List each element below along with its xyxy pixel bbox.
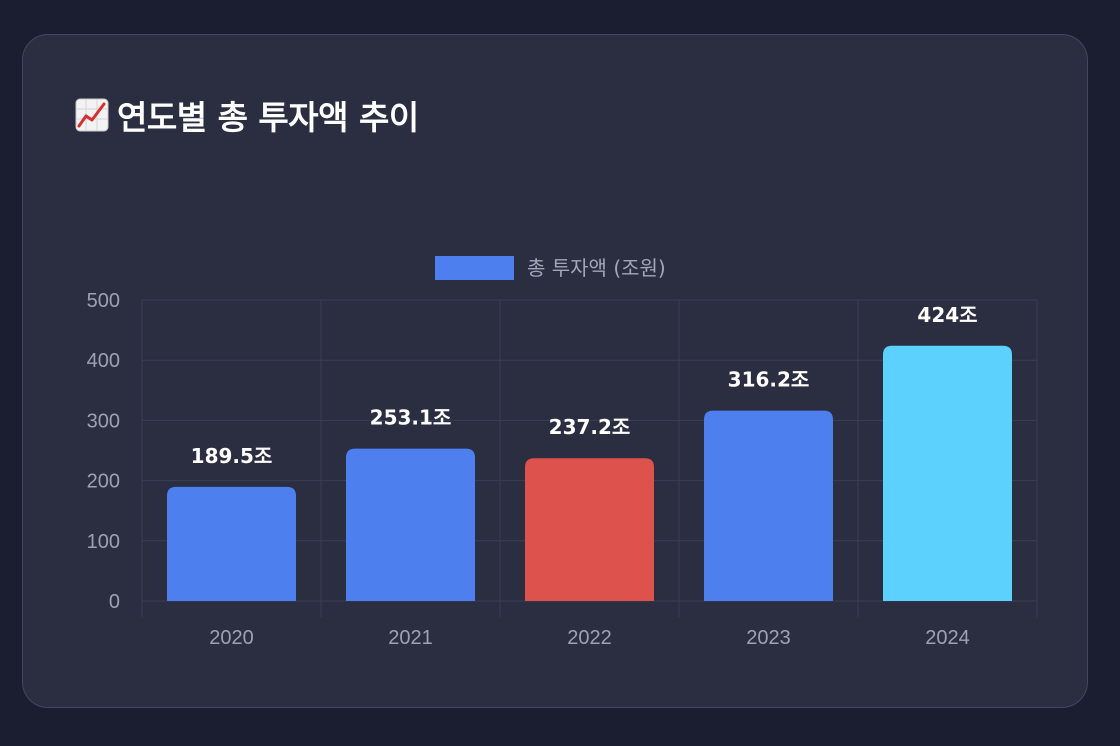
chart-title-text: 연도별 총 투자액 추이: [117, 98, 419, 137]
y-tick-label: 100: [87, 531, 120, 553]
legend-layer: 총 투자액 (조원): [435, 256, 666, 280]
data-label-2021: 253.1조: [370, 406, 452, 430]
data-label-2020: 189.5조: [191, 444, 273, 468]
x-tick-label-2023: 2023: [746, 627, 791, 649]
y-tick-label: 0: [109, 591, 120, 613]
bar-2020: [167, 486, 296, 601]
legend-swatch: [435, 256, 514, 280]
bar-2023: [704, 410, 833, 601]
bar-2021: [346, 448, 475, 601]
bar-layer: [167, 345, 1012, 601]
x-tick-label-2022: 2022: [567, 627, 612, 649]
data-label-2022: 237.2조: [549, 415, 631, 439]
y-tick-label: 200: [87, 471, 120, 493]
data-label-2023: 316.2조: [728, 368, 810, 392]
chart-increasing-icon: [75, 98, 109, 132]
label-layer: 0 100 200 300 400 500 189.5조 2020 253.1조 2021 237.…: [87, 290, 978, 649]
chart-title: 연도별 총 투자액 추이: [75, 91, 419, 139]
bar-2022: [525, 458, 654, 601]
bar-2024: [883, 345, 1012, 601]
x-tick-label-2020: 2020: [209, 627, 254, 649]
x-tick-label-2021: 2021: [388, 627, 433, 649]
y-tick-label: 500: [87, 290, 120, 312]
y-tick-label: 400: [87, 350, 120, 372]
x-tick-label-2024: 2024: [925, 627, 970, 649]
data-label-2024: 424조: [917, 303, 977, 327]
legend-label: 총 투자액 (조원): [527, 256, 666, 280]
y-tick-label: 300: [87, 410, 120, 432]
